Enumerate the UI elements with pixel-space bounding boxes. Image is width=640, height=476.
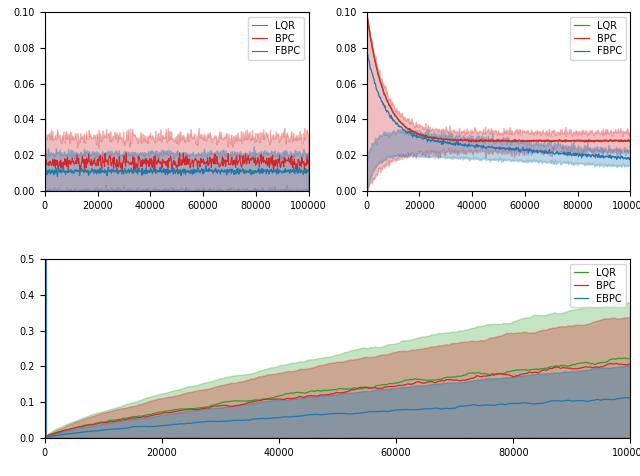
BPC [581,139,589,145]
BPC [363,10,371,15]
FBPC [54,174,61,179]
BPC [520,138,527,144]
LQR [323,387,330,393]
LQR [319,388,327,394]
LQR [506,138,513,143]
BPC [167,153,175,159]
LQR [299,168,307,173]
LQR [168,169,175,175]
Line: LQR: LQR [45,358,630,438]
FBPC [363,46,371,52]
EBPC [612,396,620,402]
FBPC [488,143,496,149]
BPC [184,161,192,167]
FBPC [506,144,513,150]
BPC [305,158,312,163]
BPC [506,138,513,144]
FBPC [620,155,628,161]
EBPC [319,412,327,417]
FBPC [184,169,192,175]
LQR [184,169,192,175]
LQR [521,367,529,373]
FBPC [167,169,175,175]
BPC [621,138,628,143]
LQR [41,435,49,441]
BPC [168,164,176,170]
BPC [627,139,634,144]
LQR [305,169,312,175]
Line: FBPC: FBPC [45,12,308,177]
BPC [521,370,529,376]
BPC [490,139,497,145]
FBPC [520,148,527,153]
BPC [323,392,330,397]
FBPC [627,157,634,163]
BPC [488,138,496,144]
Line: LQR: LQR [45,12,308,173]
LQR [390,381,397,387]
LQR [579,138,587,144]
Line: BPC: BPC [45,363,630,438]
BPC [612,360,620,366]
BPC [579,138,587,143]
LQR [490,138,497,144]
LQR [258,168,266,174]
Line: BPC: BPC [367,12,630,142]
LQR [621,137,628,143]
BPC [319,392,327,398]
LQR [363,9,371,14]
EBPC [358,410,365,416]
BPC [358,385,365,390]
LQR [488,138,496,144]
BPC [299,160,307,166]
EBPC [323,412,330,417]
BPC [41,435,49,441]
BPC [627,361,634,367]
BPC [258,160,266,166]
Legend: LQR, BPC, FBPC: LQR, BPC, FBPC [248,17,304,60]
BPC [41,9,49,15]
FBPC [305,168,312,173]
LQR [358,386,365,392]
Line: LQR: LQR [367,11,630,142]
LQR [520,138,527,144]
FBPC [168,167,176,173]
BPC [614,361,621,367]
FBPC [490,144,497,150]
Line: EBPC: EBPC [45,397,630,438]
Line: BPC: BPC [45,12,308,172]
LQR [597,139,605,145]
FBPC [198,167,206,173]
FBPC [579,153,587,159]
FBPC [258,167,266,173]
LQR [612,356,620,362]
LQR [166,168,174,174]
Legend: LQR, BPC, FBPC: LQR, BPC, FBPC [570,17,625,60]
FBPC [41,9,49,15]
FBPC [299,169,307,174]
BPC [390,384,397,389]
LQR [627,138,634,143]
EBPC [621,395,628,400]
EBPC [521,400,529,406]
BPC [198,159,206,165]
BPC [118,169,126,175]
EBPC [41,435,49,441]
Line: FBPC: FBPC [367,49,630,160]
LQR [41,9,49,15]
LQR [198,168,206,174]
EBPC [627,395,634,401]
Legend: LQR, BPC, EBPC: LQR, BPC, EBPC [570,264,625,307]
LQR [622,355,630,361]
EBPC [390,407,397,413]
LQR [179,170,187,176]
LQR [627,356,634,362]
